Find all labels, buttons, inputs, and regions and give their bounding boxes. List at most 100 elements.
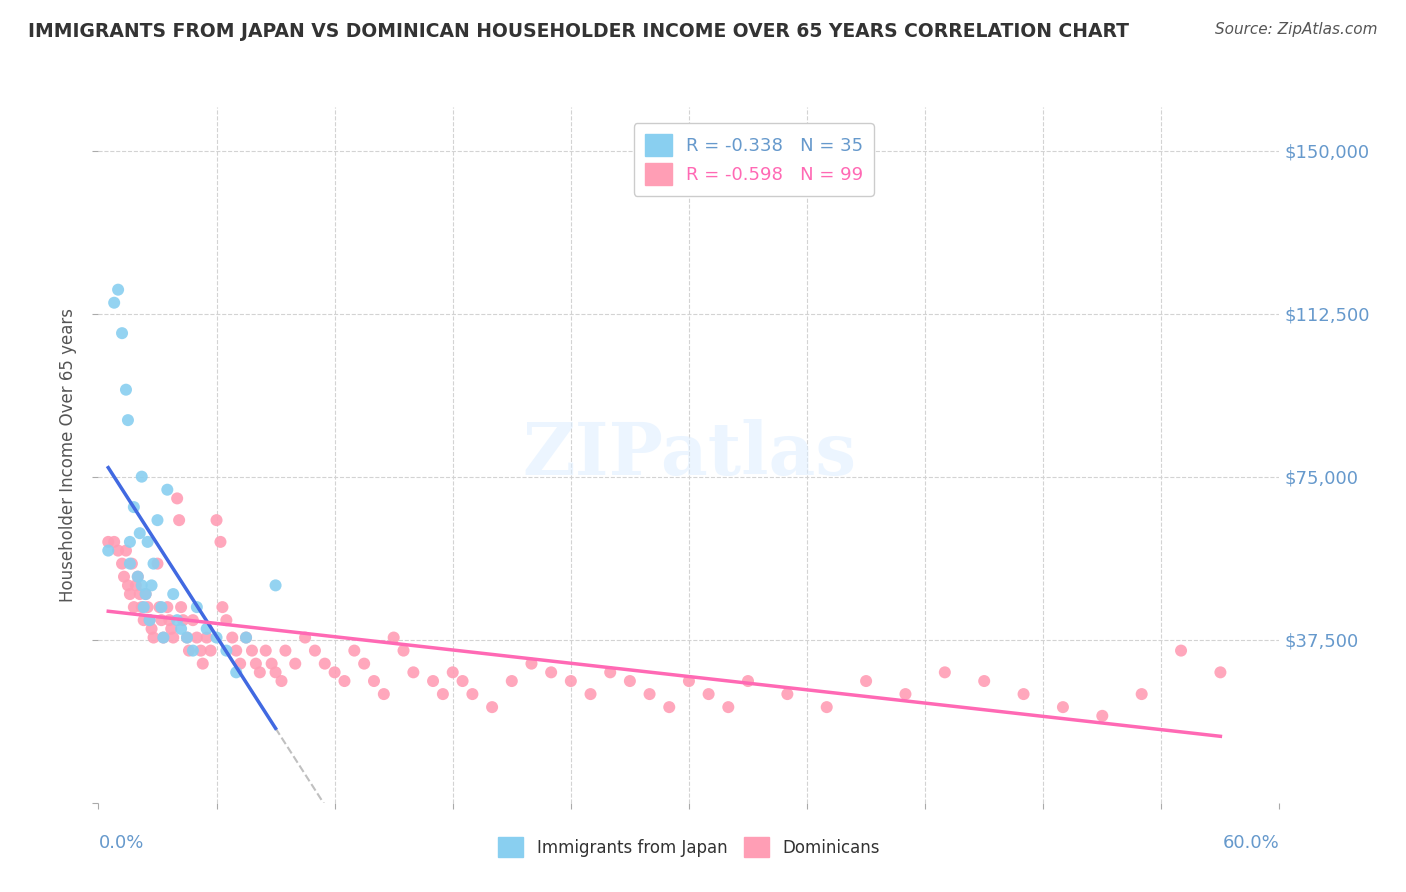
Point xyxy=(132,600,155,615)
Text: 60.0%: 60.0% xyxy=(1223,834,1279,852)
Point xyxy=(1052,700,1074,714)
Point xyxy=(150,613,173,627)
Point xyxy=(115,383,138,397)
Point xyxy=(245,657,267,671)
Point xyxy=(353,657,375,671)
Point xyxy=(776,687,799,701)
Point xyxy=(136,600,159,615)
Point xyxy=(112,570,135,584)
Point xyxy=(128,526,150,541)
Point xyxy=(323,665,346,680)
Point xyxy=(658,700,681,714)
Point xyxy=(678,674,700,689)
Point xyxy=(894,687,917,701)
Point xyxy=(225,665,247,680)
Point xyxy=(170,622,193,636)
Point xyxy=(107,543,129,558)
Point xyxy=(160,622,183,636)
Point xyxy=(115,543,138,558)
Point xyxy=(97,535,120,549)
Text: ZIPatlas: ZIPatlas xyxy=(522,419,856,491)
Point xyxy=(195,622,218,636)
Point xyxy=(146,557,169,571)
Point xyxy=(122,500,145,514)
Point xyxy=(157,613,180,627)
Point xyxy=(392,643,415,657)
Point xyxy=(221,631,243,645)
Point xyxy=(111,557,134,571)
Point xyxy=(121,557,143,571)
Point xyxy=(1130,687,1153,701)
Point xyxy=(638,687,661,701)
Point xyxy=(432,687,454,701)
Point xyxy=(167,513,190,527)
Text: Source: ZipAtlas.com: Source: ZipAtlas.com xyxy=(1215,22,1378,37)
Point xyxy=(152,631,174,645)
Point xyxy=(579,687,602,701)
Point xyxy=(215,643,238,657)
Point xyxy=(205,631,228,645)
Point xyxy=(131,600,153,615)
Legend: Immigrants from Japan, Dominicans: Immigrants from Japan, Dominicans xyxy=(492,830,886,864)
Point xyxy=(274,643,297,657)
Point xyxy=(166,613,188,627)
Point xyxy=(215,613,238,627)
Point xyxy=(125,578,148,592)
Point xyxy=(191,657,214,671)
Point xyxy=(156,600,179,615)
Point xyxy=(697,687,720,701)
Point xyxy=(170,600,193,615)
Point xyxy=(117,413,139,427)
Point xyxy=(156,483,179,497)
Point xyxy=(270,674,292,689)
Point xyxy=(1091,708,1114,723)
Point xyxy=(131,469,153,483)
Point xyxy=(181,643,204,657)
Point xyxy=(127,570,149,584)
Point xyxy=(136,535,159,549)
Point xyxy=(118,557,141,571)
Point xyxy=(481,700,503,714)
Point xyxy=(211,600,233,615)
Point xyxy=(284,657,307,671)
Point xyxy=(1209,665,1232,680)
Point xyxy=(815,700,838,714)
Point xyxy=(162,631,184,645)
Point xyxy=(103,295,125,310)
Point xyxy=(1170,643,1192,657)
Point xyxy=(363,674,385,689)
Point xyxy=(131,578,153,592)
Point xyxy=(142,557,165,571)
Point xyxy=(254,643,277,657)
Point xyxy=(205,513,228,527)
Point xyxy=(186,631,208,645)
Point xyxy=(235,631,257,645)
Point xyxy=(150,600,173,615)
Point xyxy=(152,631,174,645)
Point xyxy=(111,326,134,341)
Point xyxy=(333,674,356,689)
Point xyxy=(148,600,170,615)
Point xyxy=(176,631,198,645)
Point xyxy=(117,578,139,592)
Point xyxy=(441,665,464,680)
Point xyxy=(225,643,247,657)
Point xyxy=(132,613,155,627)
Text: IMMIGRANTS FROM JAPAN VS DOMINICAN HOUSEHOLDER INCOME OVER 65 YEARS CORRELATION : IMMIGRANTS FROM JAPAN VS DOMINICAN HOUSE… xyxy=(28,22,1129,41)
Point xyxy=(451,674,474,689)
Point xyxy=(235,631,257,645)
Point xyxy=(934,665,956,680)
Point xyxy=(314,657,336,671)
Point xyxy=(520,657,543,671)
Point xyxy=(162,587,184,601)
Point xyxy=(373,687,395,701)
Point xyxy=(599,665,621,680)
Point xyxy=(141,622,163,636)
Point xyxy=(560,674,582,689)
Point xyxy=(264,665,287,680)
Point xyxy=(1012,687,1035,701)
Point xyxy=(128,587,150,601)
Point xyxy=(97,543,120,558)
Point xyxy=(135,587,157,601)
Point xyxy=(166,491,188,506)
